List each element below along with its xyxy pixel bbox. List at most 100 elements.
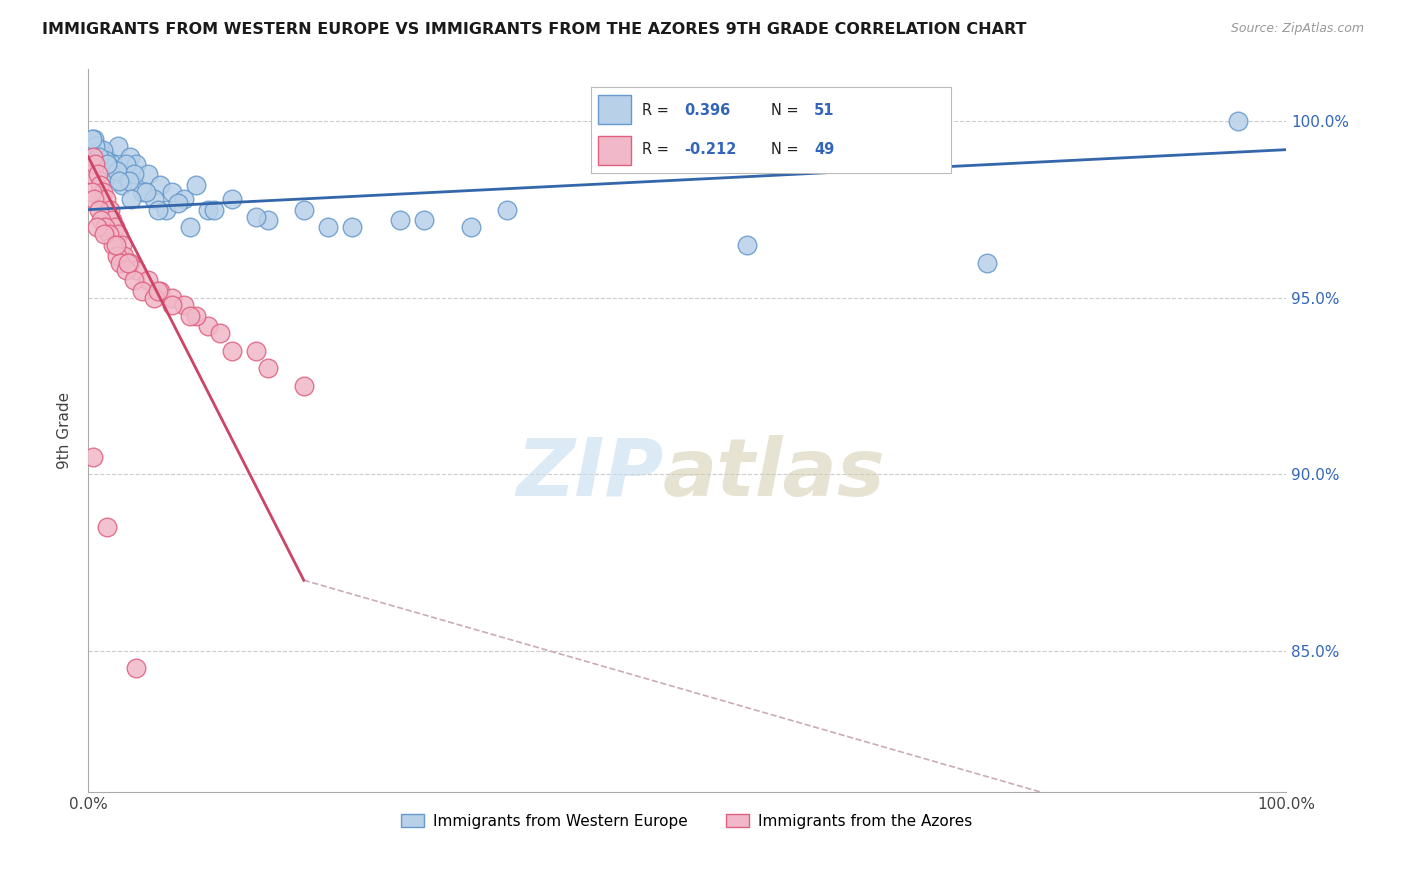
Point xyxy=(115,262,138,277)
Point xyxy=(82,450,104,464)
Point xyxy=(87,150,110,164)
Point xyxy=(208,326,231,341)
Point xyxy=(146,202,169,217)
Point xyxy=(118,174,141,188)
Point xyxy=(112,168,135,182)
Point xyxy=(160,185,183,199)
Point xyxy=(160,298,183,312)
Point xyxy=(87,150,110,164)
Point xyxy=(96,520,118,534)
Point xyxy=(735,238,758,252)
Point xyxy=(122,273,145,287)
Point xyxy=(94,220,117,235)
Point xyxy=(111,238,134,252)
Point xyxy=(976,255,998,269)
Point xyxy=(179,220,201,235)
Point xyxy=(143,192,166,206)
Point xyxy=(80,185,103,199)
Point xyxy=(184,309,207,323)
Point xyxy=(149,178,172,192)
Point xyxy=(146,284,169,298)
Point xyxy=(105,248,128,262)
Point xyxy=(94,153,117,168)
Point xyxy=(120,150,142,164)
Point xyxy=(131,284,153,298)
Point xyxy=(103,238,125,252)
Point xyxy=(83,132,105,146)
Point xyxy=(107,227,129,242)
Point xyxy=(245,343,267,358)
Point xyxy=(125,661,148,675)
Point xyxy=(340,220,363,235)
Point xyxy=(89,178,111,192)
Text: ZIP: ZIP xyxy=(516,434,664,513)
Point xyxy=(316,220,339,235)
Point xyxy=(221,343,243,358)
Point xyxy=(149,284,172,298)
Point xyxy=(84,139,107,153)
Point xyxy=(292,202,315,217)
Y-axis label: 9th Grade: 9th Grade xyxy=(58,392,72,469)
Point xyxy=(115,157,138,171)
Point xyxy=(135,185,157,199)
Point xyxy=(105,164,128,178)
Point xyxy=(197,319,219,334)
Point xyxy=(136,168,159,182)
Point xyxy=(120,255,142,269)
Legend: Immigrants from Western Europe, Immigrants from the Azores: Immigrants from Western Europe, Immigran… xyxy=(395,807,979,835)
Point xyxy=(80,132,103,146)
Point xyxy=(104,238,127,252)
Point xyxy=(103,220,125,235)
Point xyxy=(98,202,121,217)
Point xyxy=(125,262,148,277)
Point xyxy=(167,195,190,210)
Point xyxy=(496,202,519,217)
Point xyxy=(94,192,117,206)
Point xyxy=(245,210,267,224)
Point xyxy=(460,220,482,235)
Point xyxy=(173,298,195,312)
Point xyxy=(111,178,134,192)
Text: atlas: atlas xyxy=(664,434,886,513)
Point xyxy=(256,361,278,376)
Point xyxy=(202,202,225,217)
Point xyxy=(184,178,207,192)
Point xyxy=(179,309,201,323)
Point xyxy=(87,168,110,182)
Point xyxy=(1227,114,1250,128)
Text: IMMIGRANTS FROM WESTERN EUROPE VS IMMIGRANTS FROM THE AZORES 9TH GRADE CORRELATI: IMMIGRANTS FROM WESTERN EUROPE VS IMMIGR… xyxy=(42,22,1026,37)
Point xyxy=(125,157,148,171)
Point xyxy=(412,213,434,227)
Point xyxy=(103,168,125,182)
Point xyxy=(143,291,166,305)
Point xyxy=(292,379,315,393)
Point xyxy=(221,192,243,206)
Point xyxy=(112,248,135,262)
Point xyxy=(101,157,124,171)
Point xyxy=(101,213,124,227)
Point xyxy=(87,202,110,217)
Point xyxy=(160,291,183,305)
Point xyxy=(79,168,101,182)
Point xyxy=(97,227,120,242)
Point xyxy=(136,273,159,287)
Point xyxy=(108,174,131,188)
Point xyxy=(256,213,278,227)
Point xyxy=(84,157,107,171)
Point xyxy=(155,202,177,217)
Point xyxy=(110,255,132,269)
Point xyxy=(388,213,411,227)
Point xyxy=(117,255,139,269)
Point xyxy=(122,168,145,182)
Point xyxy=(91,185,114,199)
Point xyxy=(82,150,104,164)
Point xyxy=(98,161,121,175)
Point xyxy=(94,150,117,164)
Point xyxy=(96,157,118,171)
Point xyxy=(107,139,129,153)
Point xyxy=(197,202,219,217)
Point xyxy=(89,143,111,157)
Point xyxy=(93,227,115,242)
Point xyxy=(120,192,142,206)
Point xyxy=(83,192,105,206)
